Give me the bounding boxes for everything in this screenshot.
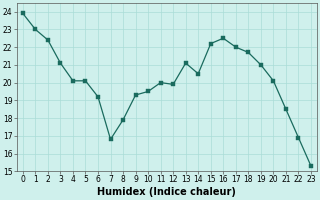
X-axis label: Humidex (Indice chaleur): Humidex (Indice chaleur) <box>98 187 236 197</box>
